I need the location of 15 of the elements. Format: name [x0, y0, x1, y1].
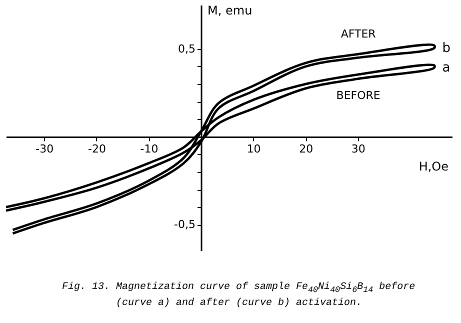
- annotation: AFTER: [340, 28, 376, 41]
- series-label: b: [442, 41, 450, 56]
- x-tick-label: -30: [36, 142, 54, 156]
- x-tick-label: 30: [351, 142, 366, 156]
- x-tick-label: -20: [88, 142, 106, 156]
- x-axis-title: H,Oe: [418, 159, 448, 174]
- x-tick-label: 10: [246, 142, 261, 156]
- series-label: a: [442, 60, 450, 76]
- y-tick-label: -0,5: [174, 218, 196, 232]
- y-tick-label: 0,5: [178, 42, 196, 56]
- annotation: BEFORE: [336, 89, 380, 102]
- x-tick-label: -10: [140, 142, 158, 156]
- x-tick-label: 20: [299, 142, 314, 156]
- text: Fig. 13. Magnetization curve of sample Fe$_{40}$Ni$_{40}$Si$_{6}$B$_{14}$ before (curve a) and after (curve b) activation.: [62, 282, 416, 309]
- y-axis-title: M, emu: [208, 4, 252, 18]
